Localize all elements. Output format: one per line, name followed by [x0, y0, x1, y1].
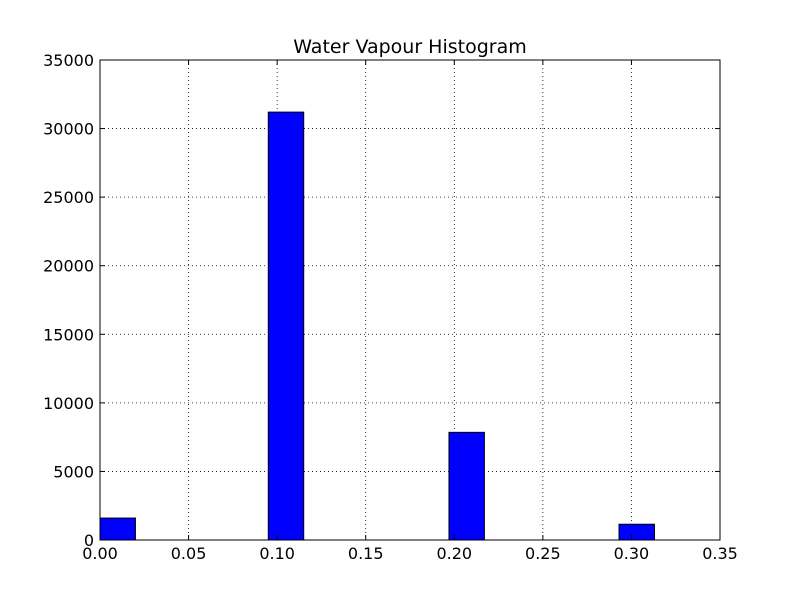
y-tick-label: 5000 [53, 462, 94, 481]
bars [99, 111, 655, 541]
histogram-bar [99, 517, 136, 541]
histogram-bar [267, 111, 305, 541]
histogram-bar [618, 523, 655, 541]
x-tick-label: 0.10 [259, 544, 295, 563]
y-tick-label: 15000 [43, 325, 94, 344]
axis-ticks: 0.00 0.05 0.10 0.15 0.20 0.25 0.30 0.35 0 5000 100… [43, 51, 738, 563]
chart-title: Water Vapour Histogram [293, 36, 527, 58]
y-tick-label: 0 [84, 531, 94, 550]
x-tick-label: 0.20 [436, 544, 472, 563]
x-tick-label: 0.15 [348, 544, 384, 563]
plot-frame [99, 59, 721, 541]
y-tick-label: 20000 [43, 257, 94, 276]
y-tick-label: 35000 [43, 51, 94, 70]
x-tick-label: 0.30 [614, 544, 650, 563]
x-tick-label: 0.25 [525, 544, 561, 563]
y-tick-label: 30000 [43, 120, 94, 139]
x-tick-label: 0.35 [702, 544, 738, 563]
y-tick-label: 10000 [43, 394, 94, 413]
x-tick-label: 0.05 [171, 544, 207, 563]
histogram-bar [448, 431, 485, 541]
y-tick-label: 25000 [43, 188, 94, 207]
x-tick-label: 0.00 [82, 544, 118, 563]
